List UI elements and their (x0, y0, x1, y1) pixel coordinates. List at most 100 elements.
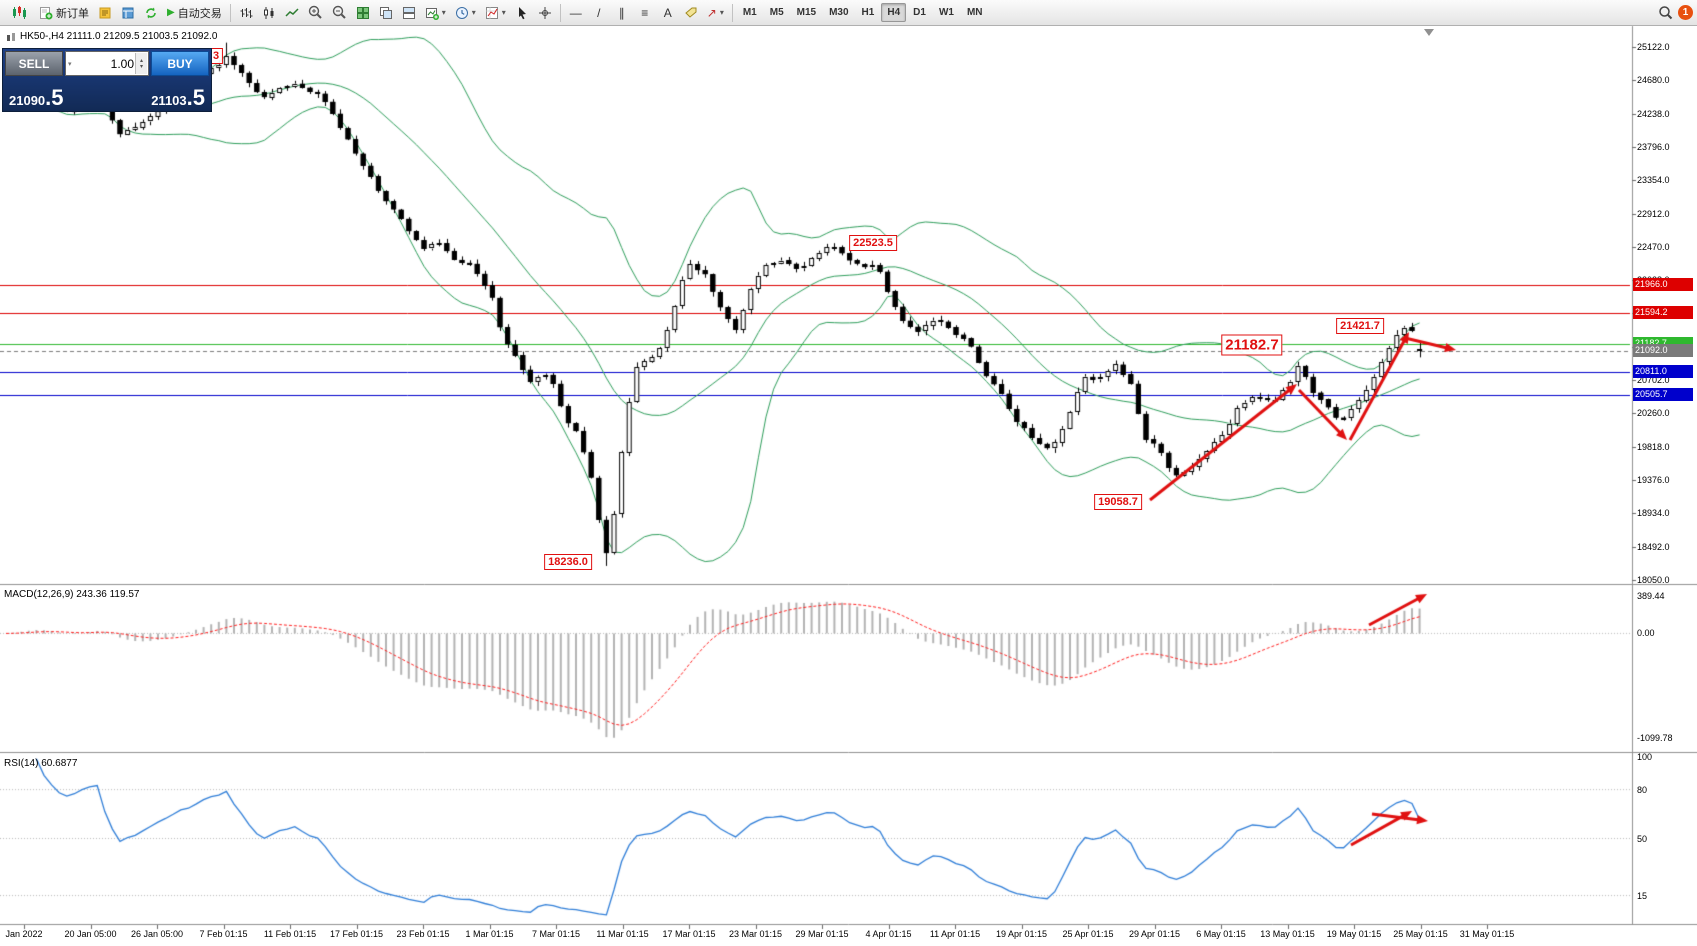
price-axis-label: 18934.0 (1637, 508, 1670, 519)
volume-box: ▾ 1.00 ▴ ▾ (65, 51, 149, 76)
tile-windows-icon (356, 6, 369, 19)
arrows-tool-button[interactable]: ↗ ▾ (703, 2, 728, 24)
refresh-icon (146, 7, 156, 18)
price-level-badge: 20505.7 (1633, 388, 1693, 402)
time-axis-label: 19 Apr 01:15 (995, 929, 1048, 939)
volume-spinner[interactable]: ▴ ▾ (135, 53, 147, 74)
horizontal-line-tool-button[interactable]: — (565, 2, 587, 24)
time-axis-label: 17 Mar 01:15 (662, 929, 716, 939)
new-order-button[interactable]: 新订单 (35, 2, 93, 24)
price-axis-label: 25122.0 (1637, 42, 1670, 53)
bar-chart-mode-button[interactable] (235, 2, 257, 24)
time-axis-label: Jan 2022 (5, 929, 43, 939)
tile-windows-button[interactable] (352, 2, 374, 24)
crosshair-tool-button[interactable] (534, 2, 556, 24)
timeframe-d1-button[interactable]: D1 (913, 7, 926, 18)
text-tool-button[interactable]: A (657, 2, 679, 24)
price-axis-label: 19376.0 (1637, 475, 1670, 485)
chart-shift-marker[interactable] (1424, 29, 1434, 36)
channel-tool-button[interactable]: ∥ (611, 2, 633, 24)
price-level-badge: 20811.0 (1633, 365, 1693, 379)
price-axis-label: 23796.0 (1637, 141, 1670, 152)
time-axis-label: 17 Feb 01:15 (329, 929, 384, 939)
one-click-trading-panel: SELL ▾ 1.00 ▴ ▾ BUY 21090.5 21103.5 (2, 48, 212, 112)
macd-indicator-label: MACD(12,26,9) 243.36 119.57 (4, 589, 140, 600)
indicators-icon (485, 6, 498, 19)
time-axis-label: 11 Mar 01:15 (596, 929, 649, 939)
main-toolbar: 新订单 ▶ 自动交易 (0, 0, 1697, 26)
volume-dropdown-caret-icon[interactable]: ▾ (68, 60, 72, 68)
spinner-up-icon[interactable]: ▴ (139, 57, 143, 64)
history-center-button[interactable] (94, 2, 116, 24)
line-chart-mode-button[interactable] (281, 2, 303, 24)
price-axis-label: 23354.0 (1637, 175, 1670, 186)
timeframe-mn-button[interactable]: MN (966, 7, 983, 18)
rsi-axis-label: 15 (1637, 890, 1648, 901)
new-chart-button[interactable]: ▾ (421, 2, 450, 24)
timeframe-m1-button[interactable]: M1 (742, 7, 757, 18)
cascade-windows-icon (379, 6, 392, 19)
time-axis-label: 1 Mar 01:15 (465, 929, 514, 939)
candle-chart-mode-button[interactable] (258, 2, 280, 24)
price-axis-label: 20702.0 (1637, 375, 1670, 386)
indicators-button[interactable]: ▾ (481, 2, 510, 24)
zoom-out-icon (332, 5, 346, 19)
cursor-tool-button[interactable] (511, 2, 533, 24)
fibonacci-tool-button[interactable]: ≡ (634, 2, 656, 24)
current-price-badge: 21092.0 (1633, 344, 1693, 358)
zoom-in-button[interactable] (304, 2, 327, 24)
refresh-button[interactable] (140, 2, 162, 24)
timeframe-h1-button[interactable]: H1 (861, 7, 875, 18)
fibonacci-icon: ≡ (641, 5, 649, 20)
tile-horizontal-button[interactable] (398, 2, 420, 24)
sell-price[interactable]: 21090.5 (9, 85, 64, 110)
symbol-ohlc-info: HK50-,H4 21111.0 21209.5 21003.5 21092.0 (6, 31, 217, 42)
time-axis-label: 7 Feb 01:15 (199, 929, 248, 939)
time-axis-label: 26 Jan 05:00 (130, 929, 184, 939)
price-axis-label: 20260.0 (1637, 408, 1670, 419)
rsi-axis-label: 50 (1637, 833, 1648, 844)
line-chart-icon (285, 7, 299, 17)
search-button[interactable] (1654, 2, 1677, 24)
price-axis-label: 22470.0 (1637, 241, 1670, 252)
time-axis-label: 25 Apr 01:15 (1062, 929, 1114, 939)
spinner-down-icon[interactable]: ▾ (139, 63, 143, 70)
cascade-windows-button[interactable] (375, 2, 397, 24)
timeframe-w1-button[interactable]: W1 (938, 7, 954, 18)
volume-input[interactable]: 1.00 (110, 56, 134, 71)
time-axis-label: 13 May 01:15 (1260, 929, 1315, 939)
time-axis-label: 20 Jan 05:00 (64, 929, 117, 939)
macd-axis-label: -1099.78 (1637, 732, 1673, 743)
timeframe-m5-button[interactable]: M5 (769, 7, 784, 18)
chevron-down-icon: ▾ (471, 7, 476, 17)
period-button[interactable]: ▾ (451, 2, 480, 24)
notification-badge[interactable]: 1 (1678, 5, 1693, 20)
time-axis-label: 29 Apr 01:15 (1128, 929, 1181, 939)
market-watch-button[interactable] (117, 2, 139, 24)
timeframe-m15-button[interactable]: M15 (796, 7, 817, 18)
arrow-shape-icon: ↗ (706, 5, 717, 20)
rsi-indicator-label: RSI(14) 60.6877 (4, 758, 78, 769)
time-axis-label: 11 Apr 01:15 (929, 929, 981, 939)
time-axis-label: 7 Mar 01:15 (531, 929, 581, 939)
timeframe-h4-button[interactable]: H4 (881, 3, 907, 22)
sell-button[interactable]: SELL (5, 51, 63, 76)
chevron-down-icon: ▾ (719, 7, 724, 17)
timeframe-m30-button[interactable]: M30 (829, 7, 849, 18)
history-center-icon (99, 7, 111, 18)
auto-trading-button[interactable]: ▶ 自动交易 (163, 2, 226, 24)
buy-button[interactable]: BUY (151, 51, 209, 76)
time-axis-label: 19 May 01:15 (1326, 929, 1382, 939)
buy-price[interactable]: 21103.5 (151, 85, 205, 110)
price-axis-label: 24238.0 (1637, 108, 1670, 119)
zoom-out-button[interactable] (328, 2, 351, 24)
market-watch-icon (122, 7, 134, 18)
price-annotation: 21182.7 (1221, 334, 1283, 356)
trendline-tool-button[interactable]: / (588, 2, 610, 24)
zoom-in-icon (308, 5, 322, 19)
price-annotation: 21421.7 (1336, 318, 1384, 334)
chevron-down-icon: ▾ (501, 7, 506, 17)
label-tool-button[interactable] (680, 2, 702, 24)
